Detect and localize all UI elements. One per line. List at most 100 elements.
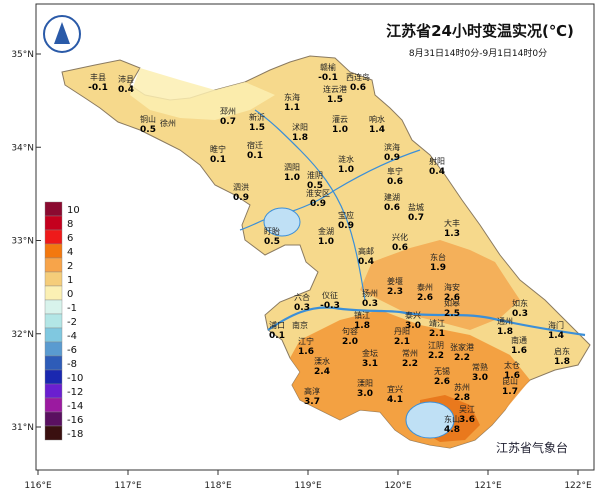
station-value: 0.1	[269, 331, 285, 341]
legend-swatch	[44, 229, 63, 245]
station-value: 2.1	[394, 337, 410, 347]
station-value: 1.8	[497, 327, 513, 337]
lake-taihu	[405, 401, 455, 439]
station-value: 3.6	[459, 415, 475, 425]
station-name: 泰兴	[405, 310, 421, 320]
station-name: 徐州	[160, 118, 176, 128]
station-value: 0.3	[362, 299, 378, 309]
station-name: 六合	[294, 292, 310, 302]
legend-swatch	[44, 285, 63, 301]
station-value: 1.0	[332, 125, 348, 135]
station-name: 宿迁	[247, 140, 263, 150]
lat-tick-label: 34°N	[11, 143, 34, 153]
overlay: 35°N 34°N 33°N 32°N 31°N 116°E 117°E 118°E 119°E…	[11, 50, 592, 491]
station-name: 溧阳	[357, 379, 373, 388]
station-name: 姜堰	[387, 276, 403, 286]
legend-swatch	[44, 425, 63, 441]
legend-swatch	[44, 355, 63, 371]
station-name: 宝应	[338, 210, 354, 220]
station-name: 大丰	[444, 218, 460, 228]
legend-label: 4	[67, 247, 73, 258]
station-name: 滨海	[384, 142, 400, 152]
station-value: 0.4	[118, 85, 134, 95]
station-value: 1.0	[284, 173, 300, 183]
logo	[43, 15, 81, 53]
station-name: 丰县	[90, 72, 106, 82]
station-value: 1.5	[249, 123, 265, 133]
legend-label: -10	[67, 373, 83, 384]
lat-tick-label: 33°N	[11, 237, 34, 247]
station-name: 丹阳	[394, 327, 410, 336]
station-value: 3.0	[472, 373, 488, 383]
station-name: 邳州	[220, 107, 236, 116]
lon-tick-label: 122°E	[564, 481, 592, 491]
station-value: 2.6	[417, 293, 433, 303]
station-value: 2.8	[454, 393, 470, 403]
station-name: 通州	[497, 316, 513, 326]
station-value: 0.3	[294, 303, 310, 313]
station-name: 常州	[402, 349, 418, 358]
legend-label: -8	[67, 359, 77, 370]
station-name: 无锡	[434, 367, 450, 376]
station-name: 射阳	[429, 156, 445, 166]
station-name: 盱眙	[264, 226, 280, 236]
lon-tick-label: 116°E	[24, 481, 52, 491]
station-value: 0.9	[338, 221, 354, 231]
legend-swatch	[44, 341, 63, 357]
station-name: 江宁	[298, 336, 314, 346]
lon-tick-label: 120°E	[384, 481, 412, 491]
station-name: 东海	[284, 92, 300, 102]
station-value: 2.5	[444, 309, 460, 319]
station-value: 1.5	[327, 95, 343, 105]
lat-tick-label: 31°N	[11, 423, 34, 433]
legend-swatch	[44, 243, 63, 259]
map-title: 江苏省24小时变温实况(℃)	[386, 22, 574, 40]
station-value: 4.8	[444, 425, 460, 435]
station-name: 句容	[342, 326, 358, 336]
station-value: 0.6	[392, 243, 408, 253]
cool-zone	[130, 68, 275, 120]
lake-hongze	[263, 207, 301, 237]
station-name: 靖江	[429, 318, 445, 328]
legend-label: -16	[67, 415, 83, 426]
station-name: 涟水	[338, 154, 354, 164]
legend-swatch	[44, 327, 63, 343]
legend-swatch	[44, 215, 63, 231]
station-name: 兴化	[392, 232, 408, 242]
lat-tick-label: 32°N	[11, 330, 34, 340]
station-name: 沭阳	[292, 122, 308, 132]
station-value: 0.6	[387, 177, 403, 187]
station-name: 西连岛	[346, 72, 370, 82]
station-value: 2.1	[429, 329, 445, 339]
station-name: 建湖	[384, 192, 400, 202]
station-name: 海门	[548, 320, 564, 330]
station-value: 2.2	[428, 351, 444, 361]
station-value: 1.4	[548, 331, 564, 341]
station-value: 1.8	[354, 321, 370, 331]
station-value: 0.1	[210, 155, 226, 165]
station-value: 0.9	[233, 193, 249, 203]
station-name: 赣榆	[320, 62, 336, 72]
station-name: 溧水	[314, 356, 330, 366]
legend-swatch	[44, 383, 63, 399]
lon-tick-label: 121°E	[474, 481, 502, 491]
legend-label: 8	[67, 219, 73, 230]
station-value: -0.3	[320, 301, 340, 311]
station-value: 1.0	[338, 165, 354, 175]
station-value: 1.6	[504, 371, 520, 381]
legend-label: -4	[67, 331, 77, 342]
station-value: 2.2	[402, 359, 418, 369]
station-name: 沛县	[118, 74, 134, 84]
legend-label: -2	[67, 317, 77, 328]
station-name: 铜山	[140, 114, 156, 124]
station-name: 如东	[512, 298, 528, 308]
warm-zone	[360, 240, 520, 330]
station-name: 阜宁	[387, 166, 403, 176]
legend-label: -6	[67, 345, 77, 356]
station-value: 1.8	[292, 133, 308, 143]
station-name: 泰州	[417, 282, 433, 292]
station-value: 1.3	[444, 229, 460, 239]
station-name: 金坛	[362, 348, 378, 358]
station-value: 0.9	[384, 153, 400, 163]
station-name: 南京	[292, 320, 308, 330]
